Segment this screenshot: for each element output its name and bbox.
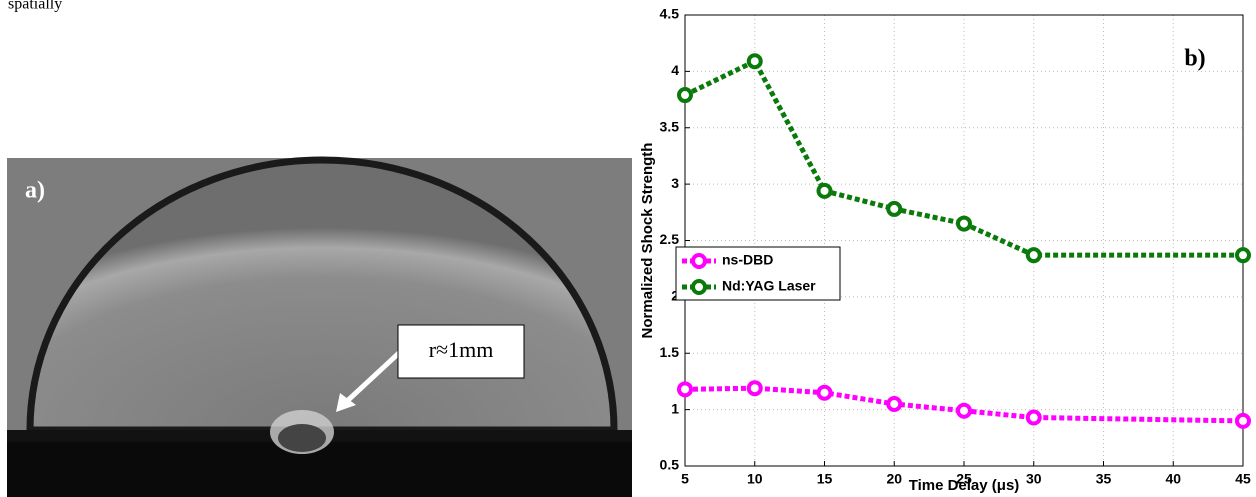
x-tick-label: 10 <box>747 471 763 487</box>
marker <box>746 53 763 70</box>
chart: 5 10 15 20 25 30 35 40 45 0.5 1 1.5 2 2.5 3 3.5 4 4.5 Time… <box>639 6 1251 494</box>
axes-frame <box>684 14 1244 467</box>
x-tick-label: 40 <box>1165 471 1181 487</box>
marker <box>677 87 693 104</box>
photo <box>7 156 632 497</box>
callout-text: r≈1mm <box>429 337 494 362</box>
marker <box>956 402 972 419</box>
x-tick-label: 45 <box>1235 471 1251 487</box>
y-axis-label: Normalized Shock Strength <box>639 143 656 339</box>
y-tick-label: 1 <box>671 400 679 416</box>
legend-label: Nd:YAG Laser <box>722 278 816 294</box>
marker <box>816 384 833 401</box>
arrow-head <box>336 393 356 412</box>
marker <box>886 200 903 217</box>
plot-area <box>685 15 1243 466</box>
panel-label: a) <box>25 178 45 204</box>
y-tick-label: 0.5 <box>660 457 680 473</box>
marker <box>1025 247 1042 264</box>
marker <box>886 395 903 412</box>
body-text: spatially <box>8 0 62 13</box>
y-tick-label: 3 <box>671 175 679 191</box>
marker <box>1235 412 1251 429</box>
y-tick-label: 1.5 <box>660 344 680 360</box>
y-tick-label: 4.5 <box>660 6 680 22</box>
callout-box <box>397 324 525 379</box>
x-tick-label: 20 <box>886 471 902 487</box>
y-tick-label: 3.5 <box>660 118 680 134</box>
legend-label: ns-DBD <box>722 252 773 268</box>
x-tick-label: 25 <box>956 471 972 487</box>
y-tick-label: 2 <box>671 288 679 304</box>
x-tick-label: 15 <box>817 471 833 487</box>
x-tick-label: 35 <box>1096 471 1112 487</box>
x-tick-label: 30 <box>1026 471 1042 487</box>
marker <box>746 380 763 397</box>
legend-marker <box>691 253 707 269</box>
marker <box>1025 409 1042 426</box>
y-tick-label: 4 <box>671 62 679 78</box>
marker <box>1235 247 1251 264</box>
panel-label: b) <box>1184 46 1205 72</box>
legend-marker <box>691 279 707 295</box>
x-axis-label: Time Delay (μs) <box>909 477 1020 494</box>
marker <box>956 215 972 232</box>
arrow <box>343 350 402 405</box>
y-tick-label: 2.5 <box>660 231 680 247</box>
marker <box>677 381 693 398</box>
marker <box>816 182 833 199</box>
x-tick-label: 5 <box>681 471 689 487</box>
